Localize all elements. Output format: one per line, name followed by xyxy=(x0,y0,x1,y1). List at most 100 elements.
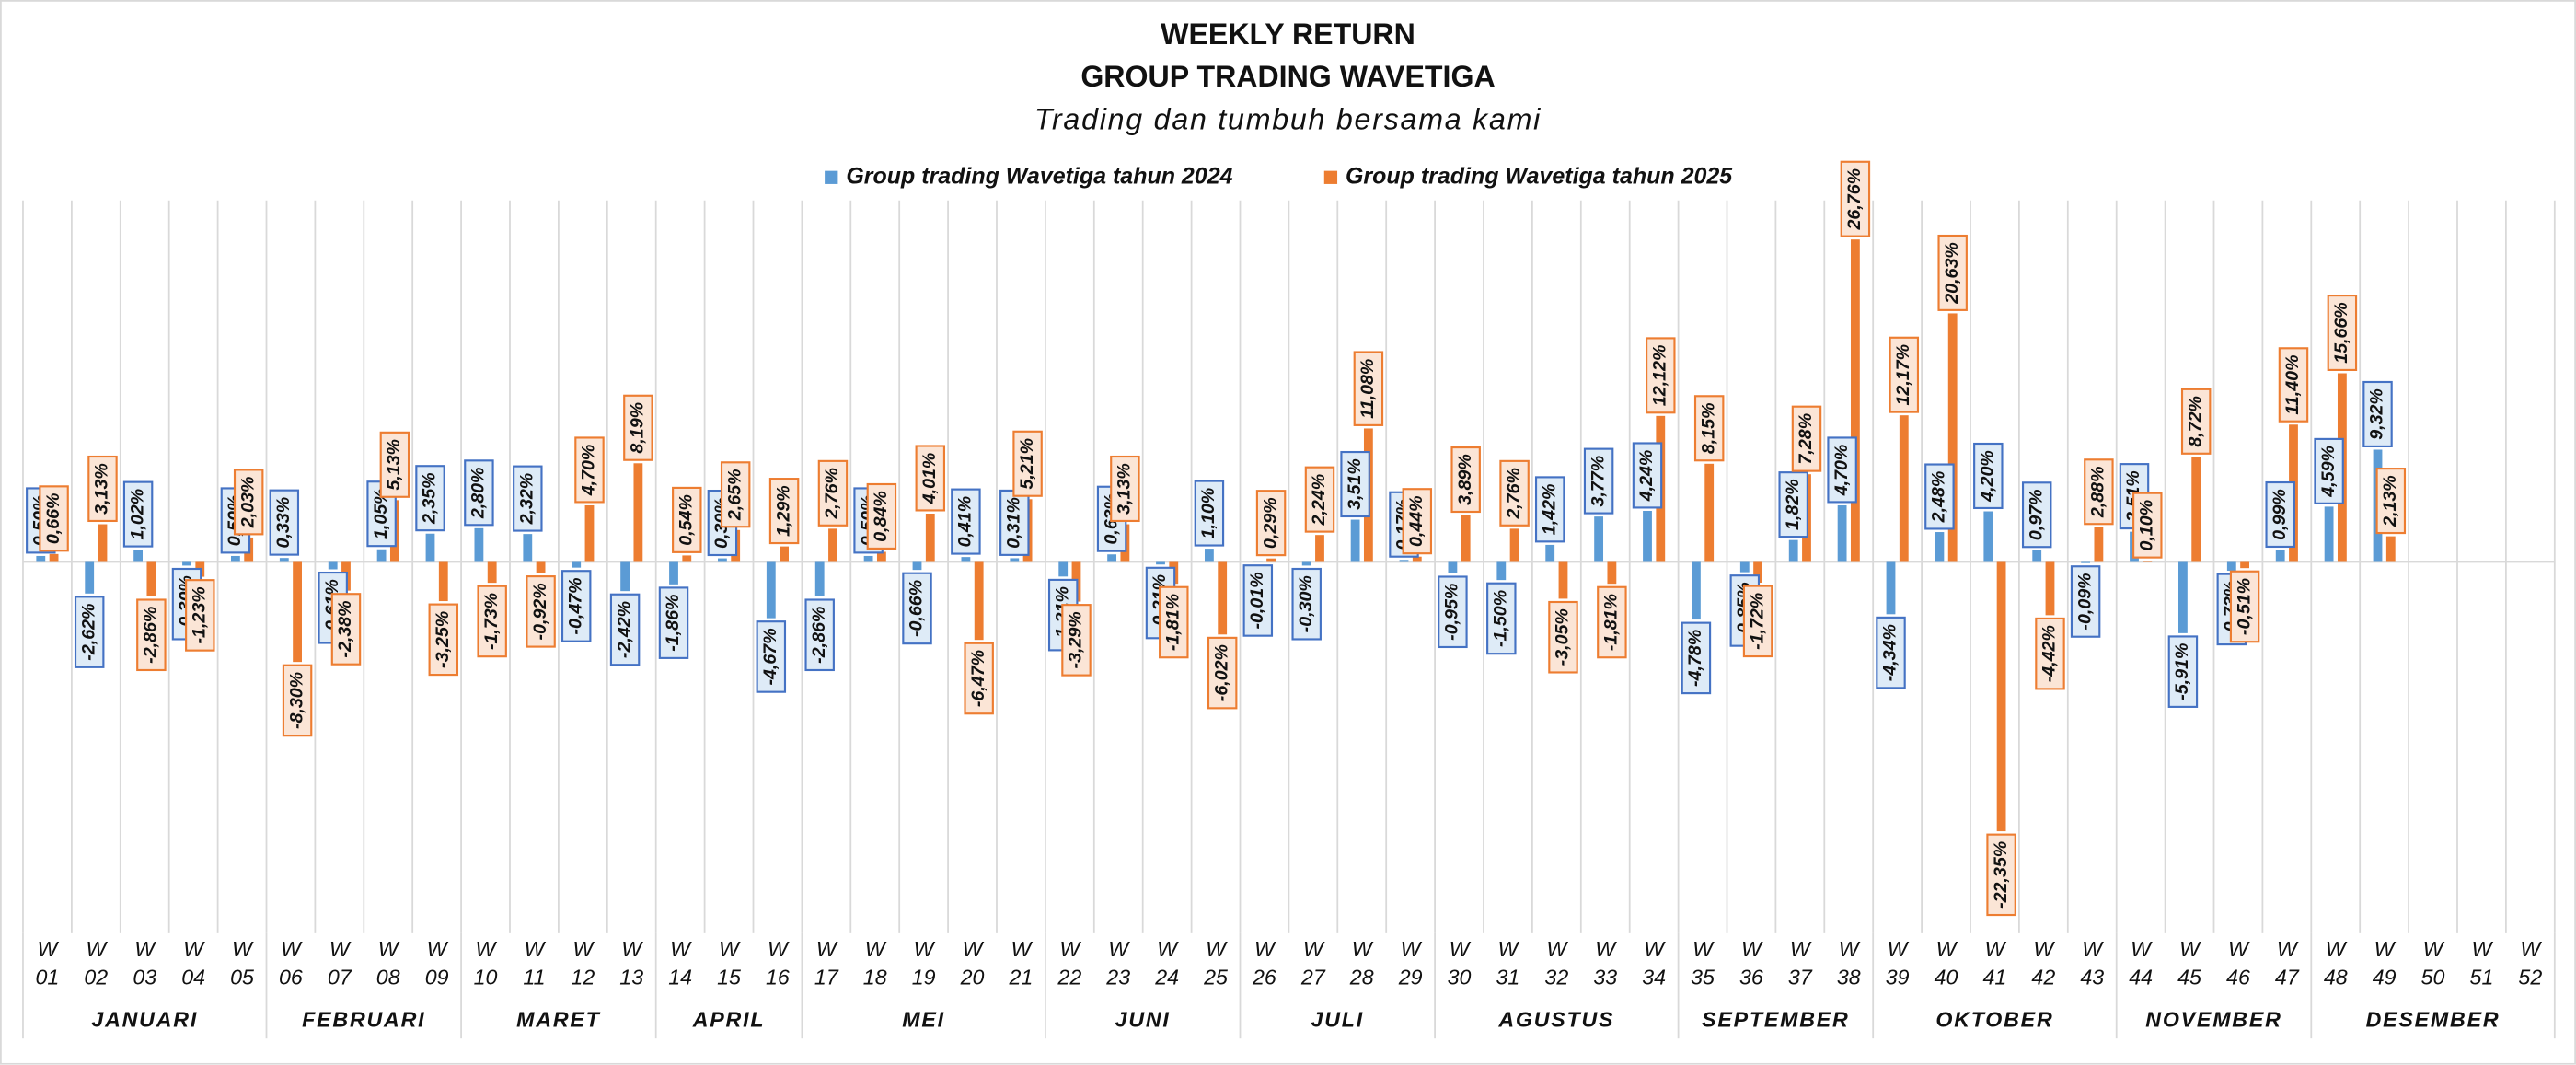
x-tick-label: W 03 xyxy=(133,936,157,990)
x-tick-label: W 25 xyxy=(1204,936,1228,990)
data-label-group: 0,41% xyxy=(951,488,981,555)
bar xyxy=(2240,561,2249,569)
data-label: 2,24% xyxy=(1309,474,1329,527)
month-label: MARET xyxy=(516,1007,601,1033)
data-label-group: -4,42% xyxy=(2035,617,2065,690)
data-label-group: 1,82% xyxy=(1778,471,1808,538)
month-label: APRIL xyxy=(692,1007,766,1033)
data-label-box xyxy=(1973,442,2004,510)
x-tick-label: W 17 xyxy=(814,936,838,990)
bar xyxy=(1935,532,1945,562)
x-tick-label: W 24 xyxy=(1155,936,1180,990)
data-label-group: 5,13% xyxy=(379,431,410,498)
bar xyxy=(1899,415,1909,562)
x-tick-label: W 37 xyxy=(1787,936,1812,990)
x-tick-label: W 09 xyxy=(424,936,449,990)
bar xyxy=(2324,506,2334,562)
x-tick-label: W 51 xyxy=(2469,936,2494,990)
bar xyxy=(293,561,302,663)
data-label-box xyxy=(477,585,507,658)
data-label-box xyxy=(902,572,932,645)
data-label-group: 4,01% xyxy=(915,445,946,512)
data-label: 2,80% xyxy=(468,467,489,519)
data-label-box xyxy=(1061,604,1092,677)
data-label: 5,13% xyxy=(384,439,404,491)
x-tick-label: W 23 xyxy=(1106,936,1131,990)
data-label-box xyxy=(1194,480,1225,547)
bar xyxy=(2094,527,2104,562)
data-label-group: 5,21% xyxy=(1012,430,1043,497)
data-label: 0,31% xyxy=(1003,497,1023,549)
data-label-group: 7,28% xyxy=(1791,405,1822,472)
data-label-group: 3,89% xyxy=(1450,446,1481,514)
data-label-group: 2,80% xyxy=(464,459,494,527)
bar xyxy=(376,549,387,562)
data-label-group: 2,13% xyxy=(2375,468,2407,535)
x-tick-label: W 50 xyxy=(2420,936,2445,990)
data-label-box xyxy=(623,394,653,461)
data-label: 1,10% xyxy=(1198,488,1219,539)
data-label-group: -1,73% xyxy=(477,585,507,658)
data-label-group: -2,62% xyxy=(74,596,105,668)
x-tick-label: W 13 xyxy=(619,936,644,990)
data-label-box xyxy=(915,445,946,512)
bar xyxy=(633,463,643,562)
data-label: 2,88% xyxy=(2088,466,2108,518)
data-label-group: -1,81% xyxy=(1597,585,1627,659)
data-label: -3,25% xyxy=(433,611,453,668)
data-label: 1,82% xyxy=(1783,479,1803,530)
data-label-box xyxy=(1791,405,1822,472)
bar xyxy=(1266,558,1276,562)
data-label: -6,47% xyxy=(968,650,988,707)
data-label-group: -1,86% xyxy=(658,586,689,659)
bar xyxy=(1753,561,1762,584)
data-label: 12,12% xyxy=(1649,345,1669,407)
bar xyxy=(474,527,484,562)
bar xyxy=(828,528,837,562)
data-label-box xyxy=(1937,234,1968,311)
data-label-box xyxy=(282,664,313,737)
x-tick-label: W 36 xyxy=(1739,936,1763,990)
data-label-box xyxy=(1597,585,1627,659)
data-label: 3,51% xyxy=(1345,458,1365,510)
data-label: 3,13% xyxy=(1115,463,1135,515)
data-label-box xyxy=(2375,468,2407,535)
data-label-group: -6,02% xyxy=(1207,636,1238,710)
data-label-box xyxy=(1681,621,1712,695)
data-label-group: -0,92% xyxy=(526,575,556,648)
x-tick-label: W 43 xyxy=(2080,936,2105,990)
data-label-group: -0,66% xyxy=(902,572,932,645)
data-label-box xyxy=(1402,488,1433,555)
x-tick-label: W 22 xyxy=(1057,936,1082,990)
bar xyxy=(1594,516,1604,562)
x-tick-label: W 07 xyxy=(327,936,352,990)
data-label-group: 0,10% xyxy=(2132,492,2163,559)
x-tick-label: W 34 xyxy=(1642,936,1667,990)
bar xyxy=(1461,515,1471,562)
data-label-group: 1,42% xyxy=(1534,476,1565,543)
data-label: -1,72% xyxy=(1747,593,1767,650)
bar xyxy=(2032,550,2042,562)
data-label-group: -8,30% xyxy=(282,664,313,737)
data-label-box xyxy=(1012,430,1043,497)
data-label: 2,35% xyxy=(420,472,440,525)
bar xyxy=(925,514,935,562)
data-label-box xyxy=(1438,575,1468,649)
bar xyxy=(572,561,582,568)
data-label: 4,24% xyxy=(1636,450,1657,503)
x-tick-label: W 32 xyxy=(1544,936,1569,990)
data-label-group: 2,76% xyxy=(1499,459,1530,527)
bar xyxy=(2275,550,2285,562)
data-label-group: 11,08% xyxy=(1353,351,1384,426)
x-tick-label: W 47 xyxy=(2274,936,2299,990)
bar xyxy=(230,555,240,562)
data-label-group: 1,10% xyxy=(1194,480,1225,547)
bar xyxy=(766,561,776,619)
x-tick-label: W 02 xyxy=(84,936,109,990)
data-label-group: 4,24% xyxy=(1632,442,1663,509)
bar xyxy=(1399,560,1409,562)
data-label-box xyxy=(1534,476,1565,543)
data-label-group: 2,88% xyxy=(2084,458,2114,526)
data-label-group: -5,91% xyxy=(2167,635,2199,708)
